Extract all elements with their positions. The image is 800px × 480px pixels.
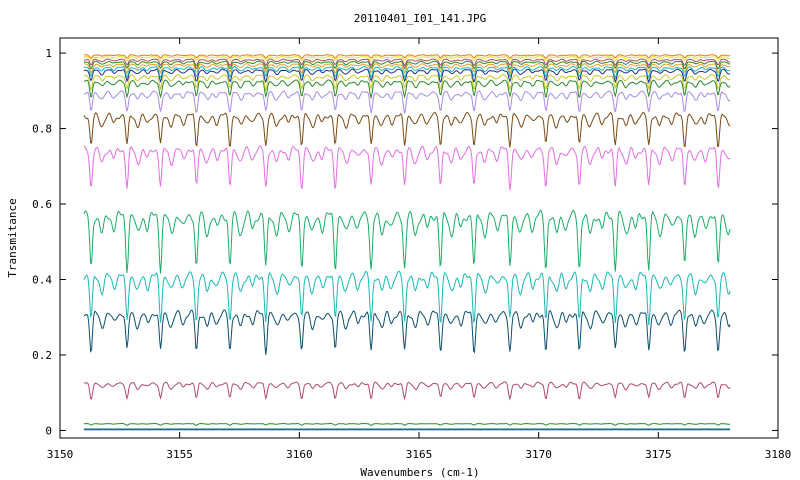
x-axis-label: Wavenumbers (cm-1) — [360, 466, 479, 479]
spectrum-series-line — [83, 54, 731, 59]
x-tick-label: 3155 — [166, 448, 193, 461]
y-axis-label: Transmitance — [6, 198, 19, 277]
spectrum-series-line — [83, 73, 731, 92]
y-tick-label: 0.6 — [32, 198, 52, 211]
spectrum-series-line — [83, 68, 731, 84]
y-axis: 0 0.2 0.4 0.6 0.8 1 — [32, 47, 778, 437]
spectrum-series-line — [83, 60, 731, 71]
spectrum-series-line — [83, 381, 731, 401]
spectrum-series-line — [83, 90, 731, 114]
spectrum-series-line — [83, 309, 731, 355]
spectrum-series-line — [83, 65, 731, 80]
x-tick-label: 3170 — [525, 448, 552, 461]
plot-frame — [59, 37, 779, 439]
spectrum-series-line — [83, 58, 731, 67]
spectrum-series-line — [83, 270, 731, 326]
x-tick-label: 3180 — [765, 448, 792, 461]
spectrum-series-line — [83, 209, 731, 274]
y-tick-label: 0 — [45, 424, 52, 437]
spectrum-series-line — [83, 55, 731, 62]
x-tick-label: 3175 — [645, 448, 672, 461]
y-tick-label: 1 — [45, 47, 52, 60]
x-tick-label: 3150 — [47, 448, 74, 461]
x-tick-label: 3160 — [286, 448, 313, 461]
x-tick-label: 3165 — [406, 448, 433, 461]
y-tick-label: 0.8 — [32, 123, 52, 136]
y-tick-label: 0.4 — [32, 274, 52, 287]
spectrum-series-line — [83, 422, 731, 426]
chart-title: 20110401_I01_141.JPG — [354, 12, 486, 25]
y-tick-label: 0.2 — [32, 349, 52, 362]
spectrum-series-line — [83, 79, 731, 100]
spectrum-series-line — [83, 63, 731, 75]
spectrum-series-line — [83, 111, 731, 148]
spectrum-series-line — [83, 144, 731, 191]
series-lines — [83, 54, 731, 431]
x-axis: 3150 3155 3160 3165 3170 3175 3180 — [47, 38, 792, 461]
